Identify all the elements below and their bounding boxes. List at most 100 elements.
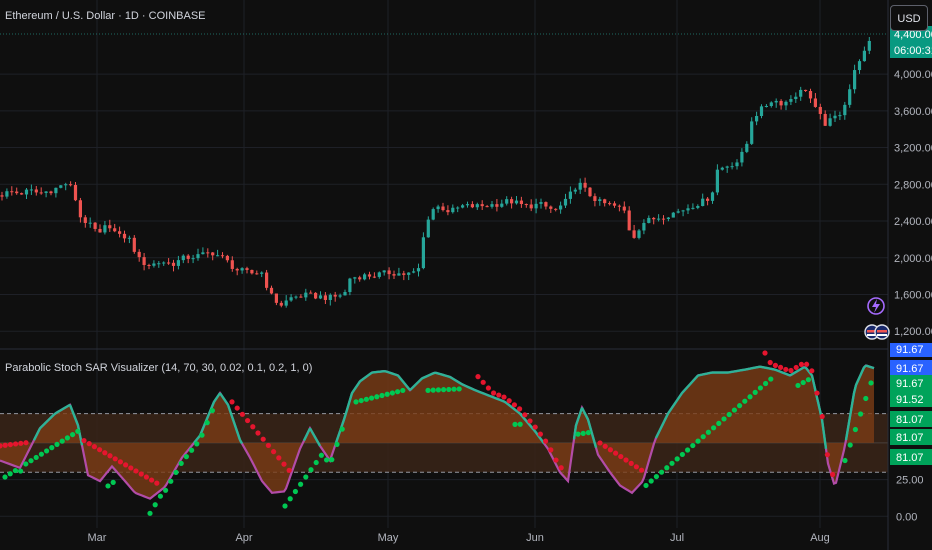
candle [740, 151, 744, 163]
stoch-line [572, 425, 578, 440]
candle [240, 268, 244, 271]
stoch-line [427, 373, 431, 377]
candle [171, 262, 176, 266]
candle [573, 189, 577, 192]
candle [299, 296, 303, 298]
stoch-line [497, 398, 501, 402]
candle [853, 70, 857, 90]
sar-dot-bull [303, 474, 309, 480]
candle [0, 195, 4, 197]
stoch-line [457, 380, 461, 385]
candle [622, 206, 626, 211]
sar-dot-bear [553, 457, 559, 463]
stoch-line [846, 416, 852, 429]
stoch-line [537, 434, 541, 439]
sar-dot-bull [648, 478, 654, 484]
price-axis: Mar Apr May Jun Jul Aug 1,200.00 1,600.00 2,000.… [88, 69, 932, 544]
stoch-line [68, 404, 74, 411]
candle [372, 276, 376, 278]
stoch-line [463, 384, 467, 388]
stoch-line [359, 378, 363, 383]
sar-dot-bear [618, 453, 624, 460]
sar-dot-bull [199, 432, 205, 438]
candle [122, 233, 127, 239]
candle [612, 203, 617, 206]
candle [157, 263, 161, 265]
candle [176, 260, 180, 266]
stoch-line [656, 429, 662, 435]
candle [808, 90, 813, 99]
stoch-line [236, 433, 242, 441]
indicator-tick-label: 0.00 [896, 511, 917, 523]
sar-dot-bear [830, 471, 836, 478]
sar-dot-bull [59, 438, 65, 444]
stoch-line [662, 417, 668, 423]
stoch-line [592, 440, 598, 448]
x-tick-label: Jul [670, 532, 684, 544]
sar-dot-bull [868, 380, 874, 386]
candle [108, 225, 112, 229]
stoch-line [232, 422, 238, 429]
sar-dot-bull [737, 403, 743, 409]
candle [367, 274, 372, 277]
stoch-line [658, 425, 664, 431]
candle [701, 198, 705, 207]
lightning-event-icon[interactable] [867, 297, 885, 315]
candle [838, 115, 842, 117]
stoch-line [801, 366, 805, 370]
stoch-line [399, 377, 403, 382]
stoch-line [441, 373, 445, 377]
candle [162, 262, 166, 264]
sar-dot-bull [33, 454, 39, 461]
stoch-line [63, 406, 67, 410]
candle [661, 218, 666, 220]
candle [392, 274, 396, 276]
sar-dot-bear [234, 405, 240, 411]
stoch-line [41, 423, 45, 428]
stoch-line [489, 394, 493, 398]
flag-event-icon[interactable] [864, 324, 890, 340]
stoch-line [799, 367, 803, 371]
stoch-line [509, 404, 513, 409]
sar-dot-bear [501, 394, 507, 400]
sar-dot-bull [363, 396, 369, 402]
candle [142, 257, 146, 266]
lightning-ring [867, 297, 885, 315]
stoch-line [495, 397, 499, 401]
flag-stripe [877, 330, 887, 333]
candle [245, 268, 249, 270]
price-tick-label: 2,000.00 [894, 253, 932, 265]
sar-dot-bear [527, 418, 533, 424]
sar-dot-bull [512, 421, 518, 427]
stoch-line [425, 374, 429, 378]
candle [627, 210, 631, 231]
sar-dot-bull [369, 395, 375, 401]
candle [588, 187, 592, 197]
indicator-top-tag-text: 91.67 [896, 344, 924, 356]
stoch-line [78, 435, 84, 446]
candle [235, 268, 239, 271]
sar-dot-bull [194, 441, 200, 447]
sar-dot-bull [451, 386, 457, 392]
candle [220, 255, 225, 257]
stoch-line [455, 379, 459, 383]
candle [309, 292, 313, 294]
sar-dot-bull [742, 398, 748, 404]
event-icons[interactable] [864, 297, 890, 340]
candle [167, 262, 171, 264]
sar-dot-bull [435, 387, 441, 393]
sar-dot-bear [480, 379, 486, 385]
candle [534, 203, 538, 209]
candle [485, 206, 489, 208]
currency-button[interactable]: USD [890, 5, 928, 31]
stoch-line [304, 431, 310, 438]
sar-dot-bull [430, 387, 436, 393]
stoch-line [65, 404, 69, 409]
sar-dot-bear [2, 442, 8, 448]
indicator-value-tag [890, 429, 932, 445]
stoch-line [51, 413, 55, 418]
sar-dot-bear [522, 412, 528, 418]
stoch-line [775, 368, 779, 372]
candle [377, 272, 381, 277]
sar-dot-bull [2, 474, 8, 480]
